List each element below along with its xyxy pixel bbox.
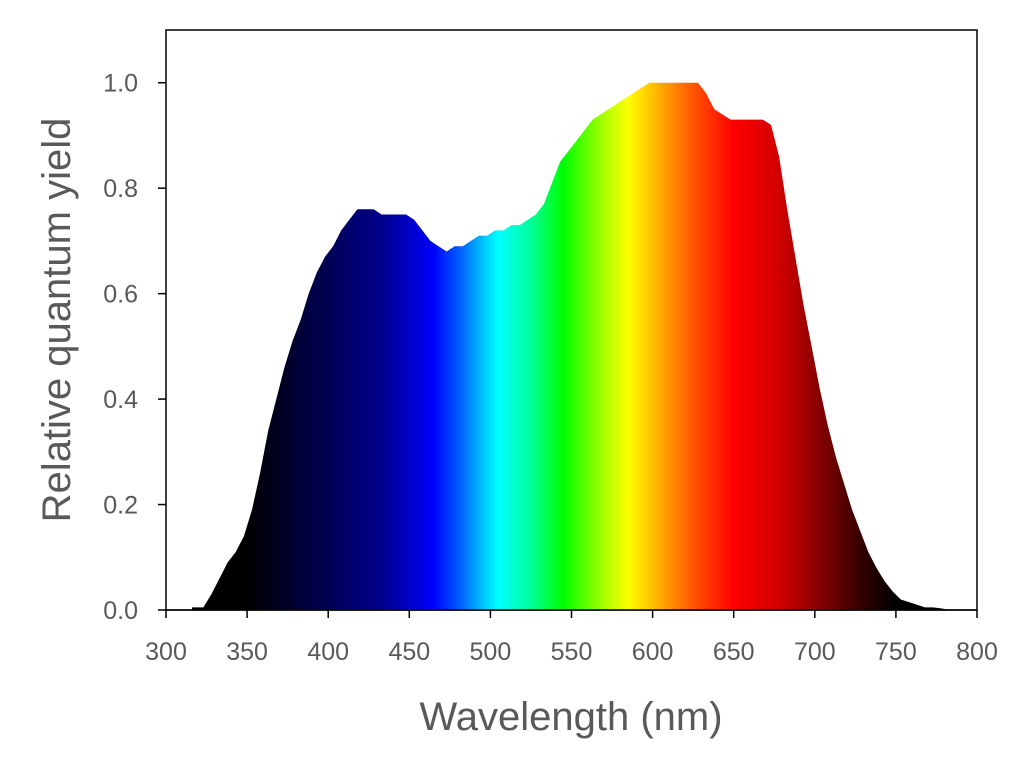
x-tick-label: 500: [470, 638, 512, 666]
y-tick-label: 0.8: [103, 175, 138, 203]
x-tick-label: 300: [145, 638, 187, 666]
x-tick-label: 700: [794, 638, 836, 666]
x-tick-label: 650: [713, 638, 755, 666]
y-ticks: 0.0 0.2 0.4 0.6 0.8 1.0: [103, 70, 166, 625]
y-tick-label: 0.2: [103, 492, 138, 520]
y-tick-label: 0.0: [103, 597, 138, 625]
quantum-yield-area: [192, 82, 950, 610]
x-tick-label: 750: [875, 638, 917, 666]
y-tick-label: 1.0: [103, 70, 138, 98]
x-tick-label: 350: [226, 638, 268, 666]
x-tick-label: 800: [956, 638, 998, 666]
x-tick-label: 450: [388, 638, 430, 666]
x-tick-label: 400: [307, 638, 349, 666]
x-ticks: 300 350 400 450 500 550 600 650 700 750 800: [145, 610, 998, 666]
y-tick-label: 0.6: [103, 281, 138, 309]
x-tick-label: 600: [632, 638, 674, 666]
x-tick-label: 550: [551, 638, 593, 666]
y-tick-label: 0.4: [103, 386, 138, 414]
y-axis-title: Relative quantum yield: [35, 118, 79, 523]
x-axis-title: Wavelength (nm): [419, 695, 722, 739]
